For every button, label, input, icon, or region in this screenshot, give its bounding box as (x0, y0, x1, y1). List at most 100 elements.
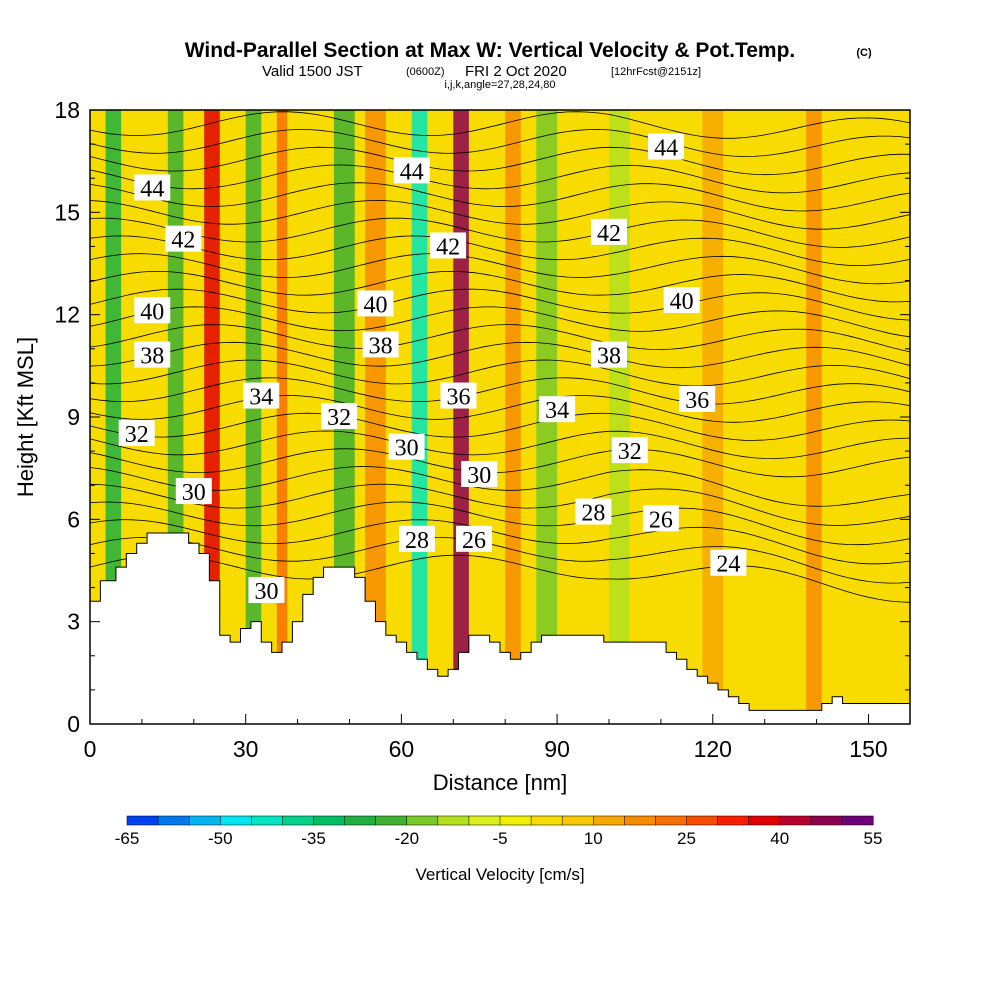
velocity-band (806, 110, 822, 724)
x-tick-label: 150 (849, 736, 887, 762)
colorbar-swatch (406, 815, 439, 826)
y-tick-label: 12 (54, 302, 80, 328)
y-tick-label: 0 (67, 711, 80, 737)
velocity-band (505, 110, 521, 724)
svg-text:38: 38 (140, 344, 164, 370)
theta-contour-label: 30 (388, 433, 425, 462)
colorbar-tick-label: 55 (864, 829, 883, 848)
theta-contour-label: 38 (134, 341, 171, 370)
theta-contour-line (90, 377, 910, 405)
y-tick-label: 9 (67, 404, 80, 430)
forecast-info: [12hrFcst@2151z] (611, 66, 701, 78)
theta-contour-label: 32 (611, 437, 648, 465)
theta-contour-label: 36 (679, 385, 716, 414)
svg-text:32: 32 (618, 439, 642, 465)
colorbar: -65 -50 -35 -20 -5 10 25 40 55 (115, 815, 883, 848)
colorbar-tick-label: -35 (301, 829, 326, 848)
theta-contour-label: 42 (430, 232, 467, 260)
colorbar-swatch (468, 815, 501, 826)
colorbar-swatch (810, 815, 843, 826)
theta-contour-line (90, 217, 910, 248)
theta-contour-label: 38 (590, 341, 627, 370)
valid-date: FRI 2 Oct 2020 (465, 63, 567, 80)
svg-text:40: 40 (363, 292, 387, 318)
colorbar-tick-label: -20 (394, 829, 419, 848)
theta-contour-label: 40 (663, 287, 700, 315)
terrain (90, 532, 910, 724)
valid-time-line: Valid 1500 JST (0600Z) FRI 2 Oct 2020 [1… (262, 63, 701, 80)
svg-text:32: 32 (327, 405, 351, 431)
theta-contour-label: 28 (575, 498, 612, 527)
plot-area (90, 110, 910, 724)
svg-text:30: 30 (467, 463, 491, 489)
copyright-mark: (C) (856, 47, 872, 59)
colorbar-swatch (220, 815, 252, 826)
x-axis-label: Distance [nm] (433, 770, 568, 795)
svg-text:30: 30 (395, 436, 419, 462)
x-tick-label: 0 (84, 736, 97, 762)
theta-contour-labels: 44 42 40 38 34 32 32 30 30 40 38 44 42 36 30 30 28 26 34 42… (118, 133, 747, 605)
y-tick-label: 18 (54, 97, 80, 123)
grid-indices: i,j,k,angle=27,28,24,80 (444, 79, 555, 91)
theta-contour-line (90, 306, 910, 338)
theta-contour-line (90, 519, 910, 565)
svg-text:42: 42 (171, 228, 195, 254)
colorbar-swatch (779, 815, 812, 826)
theta-contour-label: 28 (398, 525, 435, 554)
colorbar-tick-label: -65 (115, 829, 140, 848)
colorbar-swatch (157, 815, 190, 826)
theta-contour-line (90, 483, 910, 526)
background-field (90, 110, 910, 724)
colorbar-tick-label: -50 (208, 829, 233, 848)
colorbar-swatch (344, 815, 377, 826)
theta-contour-label: 40 (357, 290, 394, 318)
colorbar-swatch (188, 815, 221, 826)
theta-contour-line (90, 182, 910, 212)
svg-text:38: 38 (369, 333, 393, 359)
colorbar-swatch (375, 815, 408, 826)
colorbar-swatch (313, 815, 346, 826)
colorbar-swatch (655, 815, 688, 826)
theta-contour-line (90, 235, 910, 267)
velocity-band (453, 110, 469, 724)
theta-contour-line (90, 412, 910, 441)
x-tick-label: 30 (233, 736, 259, 762)
theta-contour-line (90, 536, 910, 584)
theta-contour-line (90, 501, 910, 546)
colorbar-swatch (530, 815, 563, 826)
theta-contour-label: 40 (134, 297, 171, 325)
svg-text:40: 40 (140, 299, 164, 325)
svg-text:36: 36 (446, 385, 470, 411)
y-tick-label: 6 (67, 506, 80, 532)
theta-contour-line (90, 146, 910, 176)
colorbar-swatch (593, 815, 625, 826)
theta-contour-label: 30 (175, 478, 212, 506)
theta-contour-line (90, 129, 910, 157)
svg-text:40: 40 (670, 289, 694, 315)
svg-text:28: 28 (405, 528, 429, 554)
svg-text:32: 32 (125, 422, 149, 448)
svg-text:42: 42 (597, 221, 621, 247)
theta-contour-label: 26 (456, 525, 493, 554)
svg-text:42: 42 (436, 234, 460, 260)
theta-contour-line (90, 270, 910, 303)
svg-text:44: 44 (400, 159, 424, 185)
colorbar-tick-label: -5 (492, 829, 507, 848)
theta-contour-line (90, 199, 910, 230)
svg-text:38: 38 (597, 344, 621, 370)
theta-contour-line (90, 111, 910, 139)
theta-contour-line (90, 430, 910, 460)
theta-contour-label: 30 (461, 460, 498, 489)
theta-contour-label: 42 (165, 225, 202, 254)
theta-contour-line (90, 341, 910, 369)
velocity-band (411, 110, 428, 724)
velocity-band (276, 110, 288, 724)
x-axis: 0 30 60 90 120 150 (84, 714, 888, 762)
svg-text:24: 24 (716, 552, 740, 578)
colorbar-label: Vertical Velocity [cm/s] (415, 865, 584, 884)
colorbar-swatch (499, 815, 532, 826)
theta-contour-label: 34 (243, 382, 280, 411)
velocity-band (702, 110, 724, 724)
svg-text:28: 28 (581, 501, 605, 527)
